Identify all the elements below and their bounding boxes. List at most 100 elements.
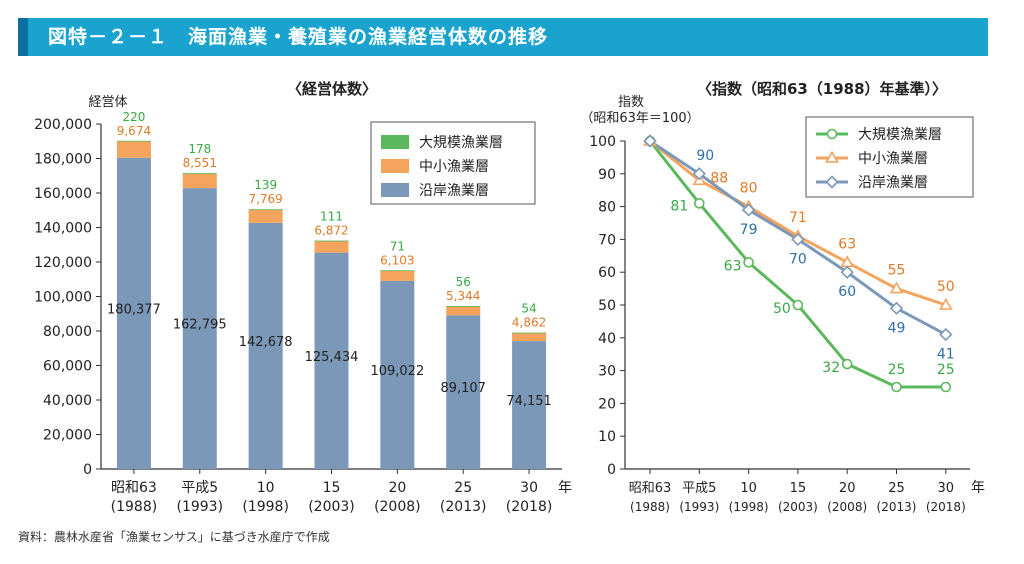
line-value-label-large: 25	[888, 362, 906, 378]
line-x-tick-label-year: (2018)	[926, 500, 966, 514]
line-legend-marker	[825, 175, 839, 189]
line-value-label-medium: 88	[710, 170, 728, 186]
bar-large-value-label: 178	[188, 142, 211, 156]
bar-x-tick-label: 30	[520, 480, 538, 496]
bar-y-tick-label: 180,000	[34, 152, 92, 168]
bar-coastal-value-label: 109,022	[370, 364, 424, 379]
bar-medium-value-label: 7,769	[248, 192, 282, 206]
bar-legend-swatch	[381, 135, 409, 149]
bar-x-tick-label: 15	[323, 480, 341, 496]
line-value-label-coastal: 41	[937, 347, 955, 363]
bar-coastal-value-label: 180,377	[107, 302, 161, 317]
bar-legend-swatch	[381, 183, 409, 197]
bar-large	[446, 305, 481, 307]
line-y-tick-label: 60	[598, 265, 616, 281]
bar-y-tick-label: 200,000	[34, 117, 92, 133]
bar-x-tick-label: 25	[454, 480, 472, 496]
bar-legend-label: 中小漁業層	[419, 159, 489, 175]
bar-medium	[512, 332, 547, 342]
bar-x-tick-label-year: (2003)	[308, 499, 355, 515]
line-marker-coastal	[692, 167, 706, 181]
bar-x-tick-label-year: (2008)	[374, 499, 421, 515]
bar-x-tick-label-year: (1998)	[242, 499, 289, 515]
bar-y-tick-label: 160,000	[34, 186, 92, 202]
line-y-tick-label: 10	[598, 429, 616, 445]
line-marker-large	[743, 257, 754, 268]
bar-medium	[116, 141, 151, 158]
line-x-tick-label: 10	[740, 481, 757, 496]
bar-medium-value-label: 5,344	[446, 289, 480, 303]
line-x-tick-label: 昭和63	[629, 481, 672, 496]
bar-large-value-label: 71	[390, 239, 405, 253]
bar-large-value-label: 111	[320, 210, 343, 224]
line-x-tick-label-year: (2013)	[877, 500, 917, 514]
bar-medium	[446, 306, 481, 316]
bar-medium-value-label: 8,551	[183, 156, 217, 170]
bar-legend-label: 沿岸漁業層	[419, 183, 489, 199]
bar-legend-label: 大規模漁業層	[419, 135, 503, 151]
line-value-label-large: 50	[773, 301, 791, 317]
bar-coastal-value-label: 74,151	[506, 394, 552, 409]
line-value-label-coastal: 60	[838, 284, 856, 300]
bar-x-unit-label: 年	[558, 480, 572, 496]
bar-medium	[314, 240, 349, 253]
bar-coastal-value-label: 142,678	[239, 335, 293, 350]
line-value-label-coastal: 79	[740, 222, 758, 238]
line-y-tick-label: 70	[598, 232, 616, 248]
line-legend-marker	[825, 150, 839, 163]
line-y-axis-label: 指数	[618, 95, 644, 110]
bar-coastal-value-label: 162,795	[173, 318, 227, 333]
bar-y-tick-label: 100,000	[34, 290, 92, 306]
bar-large-value-label: 54	[521, 302, 536, 316]
bar-x-tick-label-year: (1988)	[111, 499, 158, 515]
bar-y-tick-label: 40,000	[43, 393, 92, 409]
line-value-label-large: 25	[937, 362, 955, 378]
bar-y-tick-label: 60,000	[43, 359, 92, 375]
line-marker-large	[693, 198, 705, 209]
line-marker-coastal	[741, 203, 756, 217]
bar-x-tick-label-year: (2018)	[506, 499, 553, 515]
bar-y-tick-label: 140,000	[34, 221, 92, 237]
line-x-tick-label-year: (1993)	[679, 500, 719, 514]
line-marker-large	[841, 358, 853, 370]
line-legend-label: 中小漁業層	[858, 151, 928, 167]
line-y-tick-label: 100	[589, 134, 616, 150]
bar-coastal	[314, 252, 349, 469]
line-value-label-medium: 55	[888, 263, 906, 279]
line-value-label-coastal: 70	[789, 251, 807, 267]
line-legend-label: 沿岸漁業層	[858, 175, 928, 191]
line-x-tick-label-year: (2003)	[778, 500, 818, 514]
line-x-tick-label: 平成5	[682, 481, 716, 496]
line-value-label-coastal: 90	[696, 148, 714, 164]
bar-x-tick-label-year: (2013)	[440, 499, 487, 515]
bar-large	[182, 173, 217, 174]
line-y-tick-label: 80	[598, 200, 616, 216]
line-value-label-large: 63	[724, 258, 742, 274]
bar-large-value-label: 139	[254, 178, 277, 192]
line-x-unit-label: 年	[971, 480, 985, 496]
bar-legend-swatch	[381, 159, 409, 173]
bar-chart-title: 〈経営体数〉	[287, 80, 377, 98]
bar-coastal	[446, 315, 481, 469]
line-value-label-coastal: 49	[888, 320, 906, 336]
bar-x-tick-label: 平成5	[181, 480, 218, 496]
bar-y-axis-label: 経営体	[88, 95, 127, 110]
line-value-label-medium: 63	[838, 236, 856, 252]
line-y-tick-label: 0	[607, 462, 616, 478]
line-y-tick-label: 30	[598, 364, 616, 380]
bar-large	[380, 270, 415, 272]
bar-large	[248, 209, 283, 211]
line-x-tick-label-year: (2008)	[827, 500, 867, 514]
line-x-tick-label: 15	[790, 481, 807, 496]
bar-x-tick-label: 20	[388, 480, 406, 496]
bar-medium	[182, 173, 217, 189]
line-x-tick-label-year: (1988)	[630, 500, 670, 514]
line-value-label-medium: 50	[937, 279, 955, 295]
bar-x-tick-label: 10	[257, 480, 275, 496]
line-marker-coastal	[889, 301, 904, 315]
bar-medium-value-label: 4,862	[512, 316, 546, 330]
bar-coastal-value-label: 125,434	[305, 350, 359, 365]
line-x-tick-label: 30	[938, 481, 955, 496]
bar-coastal-value-label: 89,107	[440, 381, 486, 396]
